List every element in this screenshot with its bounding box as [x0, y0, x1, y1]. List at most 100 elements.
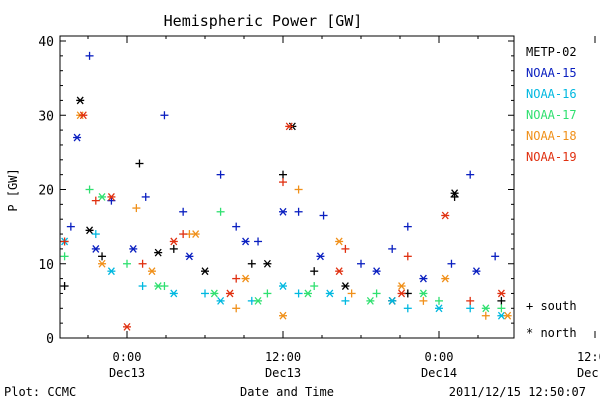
point-south [135, 160, 143, 168]
legend: METP-02NOAA-15NOAA-16NOAA-17NOAA-18NOAA-… [526, 45, 577, 164]
point-north [210, 290, 218, 297]
legend-entry: NOAA-18 [526, 129, 577, 143]
y-tick-label: 40 [38, 35, 54, 50]
legend-entry: NOAA-15 [526, 66, 577, 80]
y-axis-label: P [GW] [6, 168, 20, 211]
legend-entry: NOAA-17 [526, 108, 577, 122]
point-south [170, 245, 178, 253]
point-north [419, 290, 427, 297]
point-south [86, 186, 94, 194]
point-north [86, 227, 94, 234]
chart-title: Hemispheric Power [GW] [164, 12, 363, 30]
point-south [295, 289, 303, 297]
y-tick-label: 0 [46, 332, 54, 347]
point-north [76, 97, 84, 104]
point-south [466, 297, 474, 305]
point-south [232, 223, 240, 231]
footer-timestamp: 2011/12/15 12:50:07 [449, 385, 586, 399]
point-north [326, 290, 334, 297]
point-south [61, 252, 69, 260]
point-south [67, 223, 75, 231]
point-north [398, 290, 406, 297]
point-north [129, 245, 137, 252]
point-south [435, 297, 443, 305]
point-south [404, 252, 412, 260]
footer-plot-credit: Plot: CCMC [4, 385, 76, 399]
point-south [232, 304, 240, 312]
marker-legend: + south * north [526, 299, 577, 340]
point-north [366, 297, 374, 304]
point-south [497, 304, 505, 312]
x-tick-date-label: Dec13 [109, 366, 145, 380]
point-south [404, 304, 412, 312]
x-tick-date-label: Dec14 [421, 366, 457, 380]
point-north [504, 312, 512, 319]
point-north [335, 238, 343, 245]
x-tick-time-label: 0:00 [425, 350, 454, 364]
point-north [341, 283, 349, 290]
point-north [304, 290, 312, 297]
point-south [217, 171, 225, 179]
x-axis: 0:00Dec1312:00Dec130:00Dec1412:00Dec140:… [88, 36, 600, 380]
point-north [254, 297, 262, 304]
point-north [279, 312, 287, 319]
x-axis-label: Date and Time [240, 385, 334, 399]
point-south [348, 289, 356, 297]
point-north [419, 275, 427, 282]
point-north [388, 297, 396, 304]
point-south [92, 230, 100, 238]
point-south [295, 186, 303, 194]
point-south [373, 289, 381, 297]
point-south [419, 297, 427, 305]
point-south [61, 282, 69, 290]
point-north [335, 268, 343, 275]
x-tick-date-label: Dec14 [577, 366, 600, 380]
point-south [320, 211, 328, 219]
y-tick-label: 10 [38, 258, 54, 273]
point-north [263, 260, 271, 267]
point-north [279, 283, 287, 290]
point-south [341, 245, 349, 253]
point-south [98, 252, 106, 260]
point-south [491, 252, 499, 260]
point-south [254, 237, 262, 245]
point-north [242, 275, 250, 282]
data-points [61, 52, 512, 331]
point-south [179, 208, 187, 216]
point-south [263, 289, 271, 297]
point-north [73, 134, 81, 141]
point-south [232, 275, 240, 283]
point-north [201, 268, 209, 275]
point-north [98, 260, 106, 267]
point-south [466, 304, 474, 312]
point-north [148, 268, 156, 275]
point-north [192, 231, 200, 238]
point-north [217, 297, 225, 304]
point-south [217, 208, 225, 216]
point-north [170, 238, 178, 245]
point-north [472, 268, 480, 275]
point-south [123, 260, 131, 268]
point-south [310, 267, 318, 275]
marker-legend-entry: * north [526, 326, 577, 340]
point-north [435, 305, 443, 312]
point-south [179, 230, 187, 238]
point-north [123, 323, 131, 330]
x-tick-time-label: 12:00 [265, 350, 301, 364]
y-tick-label: 20 [38, 184, 54, 199]
point-south [466, 171, 474, 179]
point-south [357, 260, 365, 268]
x-tick-date-label: Dec13 [265, 366, 301, 380]
point-south [404, 223, 412, 231]
point-north [170, 290, 178, 297]
point-south [139, 282, 147, 290]
legend-entry: NOAA-19 [526, 150, 577, 164]
x-tick-time-label: 0:00 [113, 350, 142, 364]
point-south [341, 297, 349, 305]
point-north [226, 290, 234, 297]
point-north [98, 193, 106, 200]
legend-entry: NOAA-16 [526, 87, 577, 101]
point-south [142, 193, 150, 201]
point-north [482, 305, 490, 312]
